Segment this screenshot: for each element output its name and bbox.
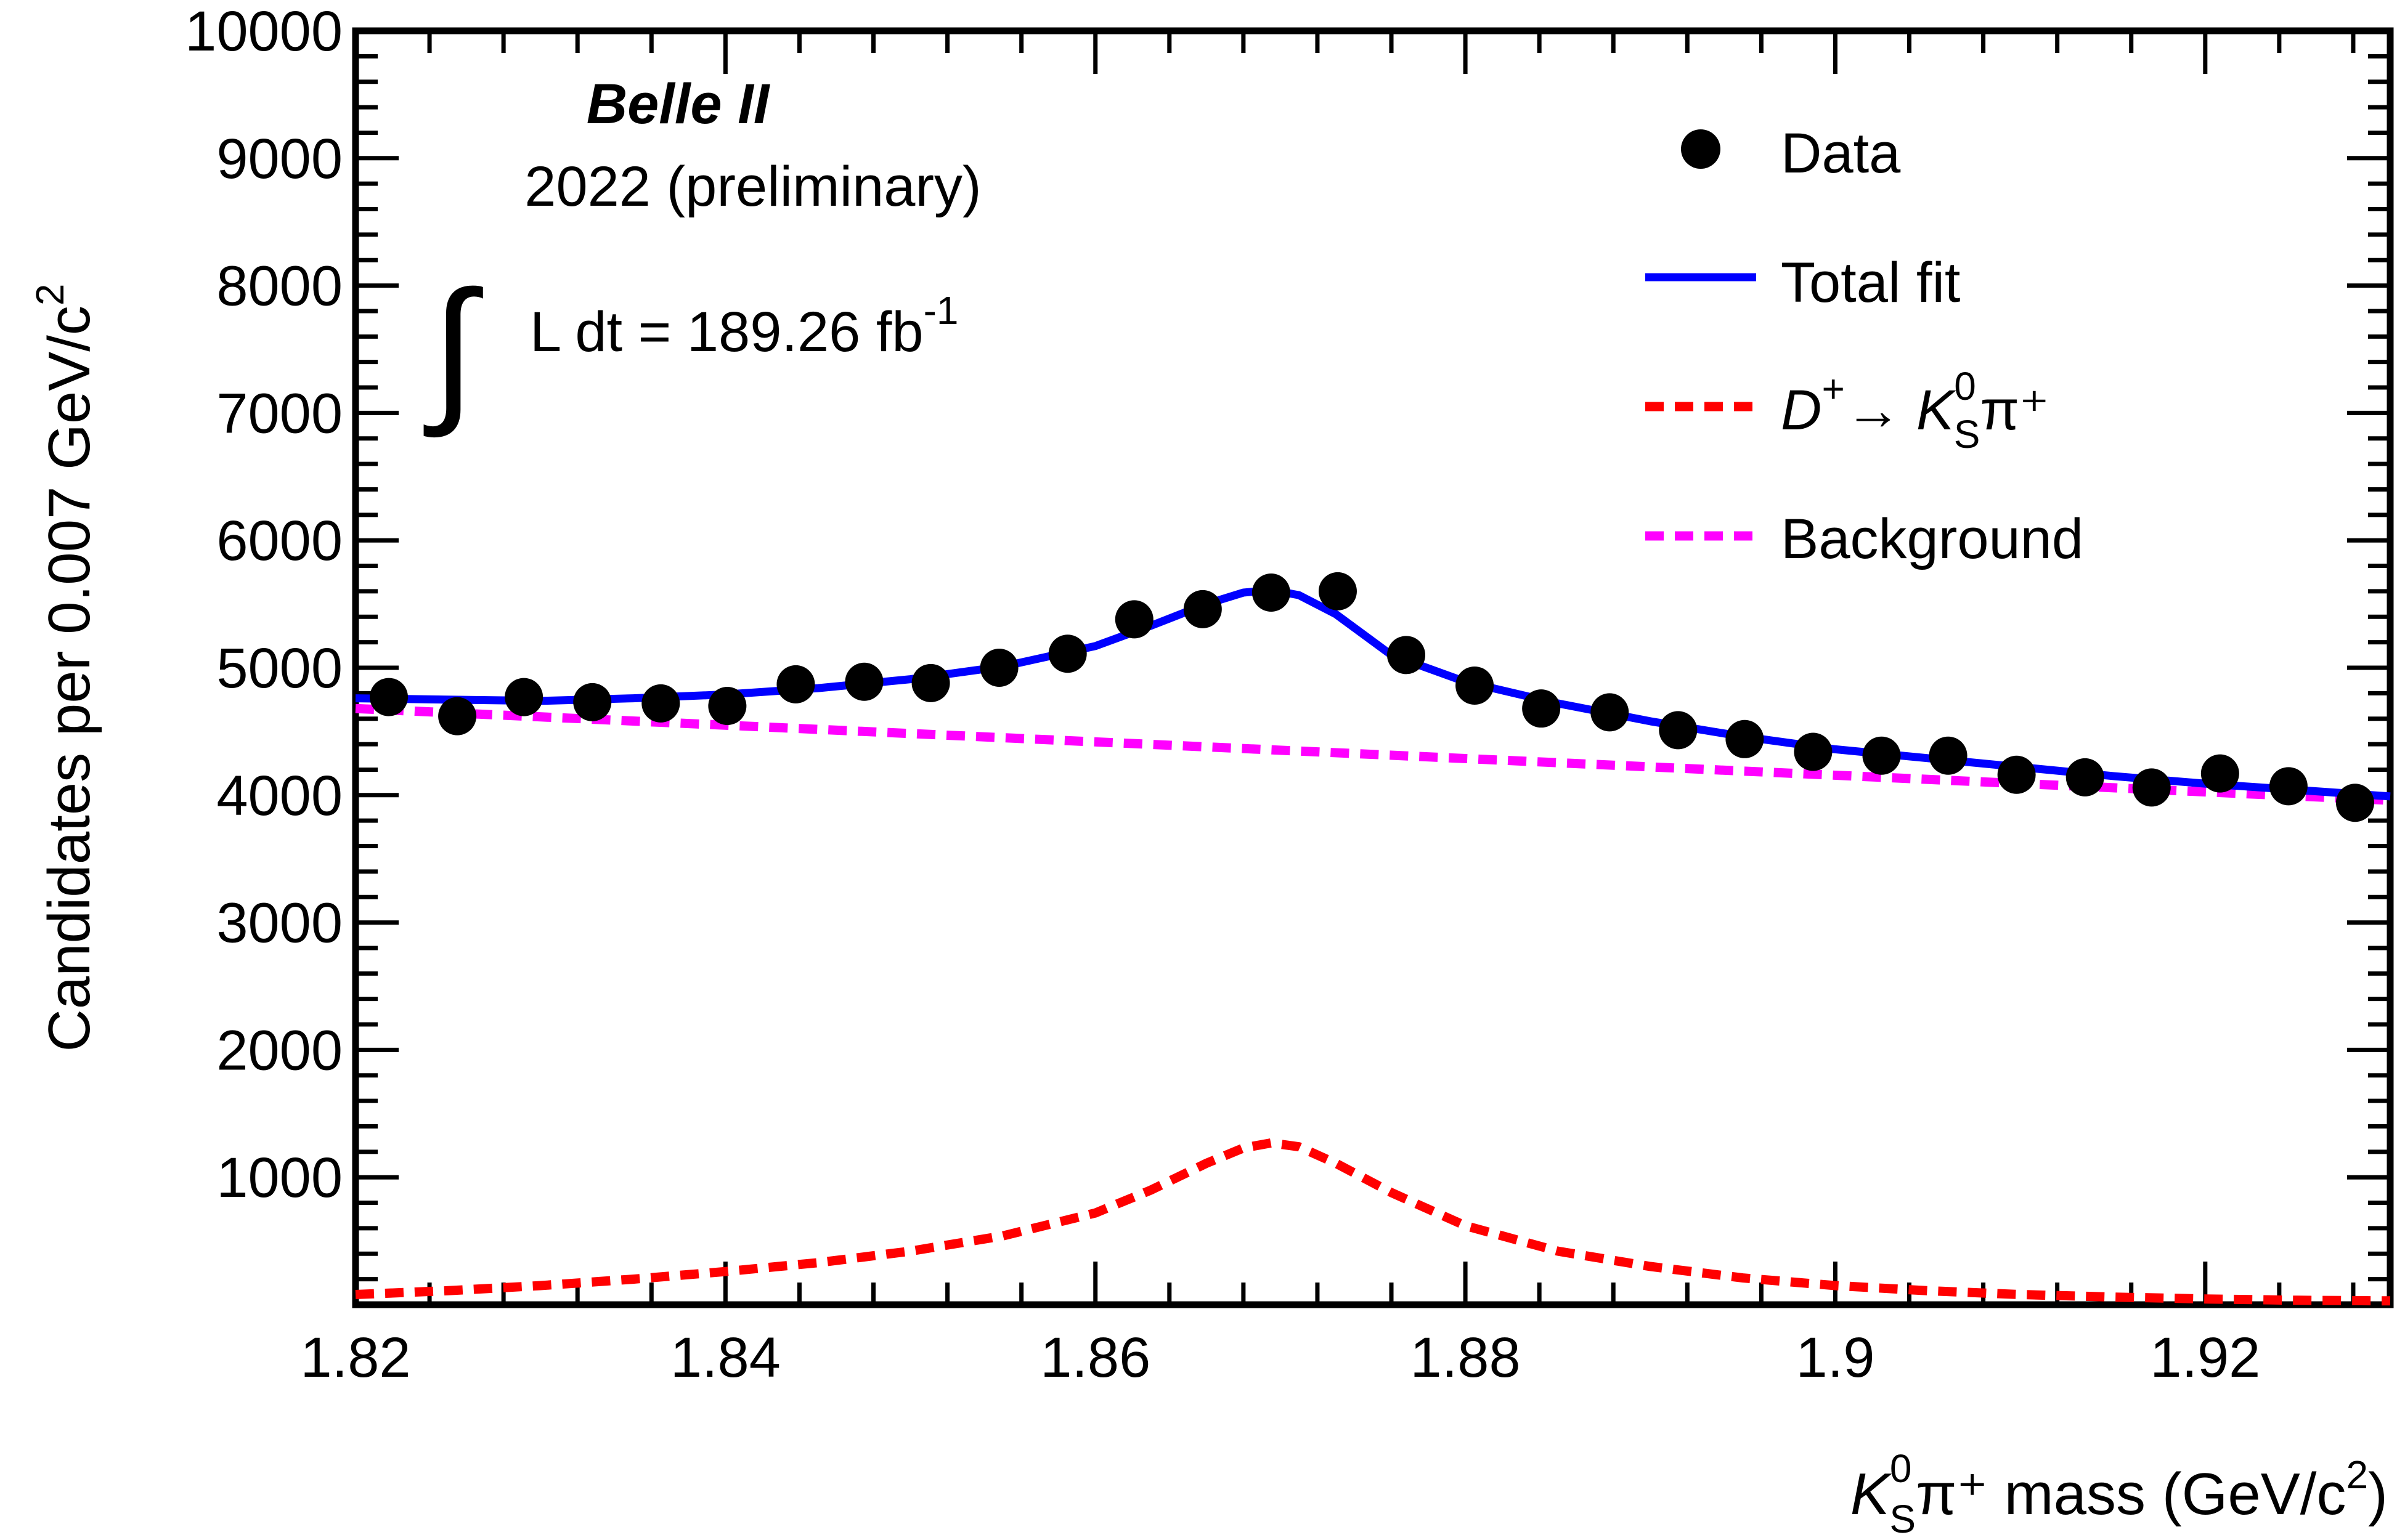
y-tick-label: 4000 [216, 764, 343, 827]
data-point [505, 678, 543, 716]
data-point [1725, 719, 1764, 758]
axis-tick-labels: 1.82 1.84 1.86 1.88 1.9 1.92 1000 2000 3000 4000 5… [185, 0, 2260, 1389]
experiment-label: Belle II [587, 73, 771, 136]
data-point [1659, 711, 1698, 750]
legend: Data Total fit D+→ K0 Sπ⁺ Background [1645, 122, 2083, 570]
lumi-label: L dt = 189.26 fb-1 [530, 288, 958, 363]
series-total-fit-line [355, 586, 2391, 801]
axis-ticks [353, 28, 2390, 1307]
data-point [980, 649, 1019, 687]
data-point [1115, 600, 1154, 639]
data-point [708, 687, 747, 726]
data-point [1590, 693, 1629, 732]
data-point [1387, 636, 1426, 675]
y-tick-label: 6000 [216, 509, 343, 572]
y-tick-label: 7000 [216, 382, 343, 445]
data-point [1997, 755, 2036, 794]
data-point [641, 684, 680, 723]
data-point [2132, 768, 2171, 807]
fit-curves [355, 586, 2391, 1306]
y-tick-label: 8000 [216, 255, 343, 318]
data-point [438, 697, 477, 736]
data-point [845, 662, 884, 701]
period-label: 2022 (preliminary) [524, 155, 981, 218]
legend-background-label: Background [1781, 508, 2083, 570]
data-point [1522, 689, 1561, 728]
data-point [2335, 784, 2374, 822]
legend-signal-label: D+→ K0 Sπ⁺ [1781, 364, 2049, 456]
y-tick-label: 5000 [216, 637, 343, 700]
x-tick-label: 1.82 [300, 1326, 410, 1389]
series-background-line [355, 703, 2391, 805]
series-data-points [370, 572, 2374, 822]
y-tick-label: 3000 [216, 892, 343, 955]
data-point [911, 663, 950, 702]
data-point [1048, 634, 1087, 673]
data-point [1251, 573, 1290, 612]
y-tick-label: 1000 [216, 1146, 343, 1209]
data-point [1318, 572, 1357, 610]
x-tick-label: 1.9 [1796, 1326, 1875, 1389]
data-point [573, 683, 612, 721]
y-axis-title: Candidates per 0.007 GeV/c2 [28, 283, 102, 1052]
x-tick-label: 1.88 [1410, 1326, 1521, 1389]
legend-data-label: Data [1781, 122, 1901, 185]
data-point [2200, 754, 2239, 793]
data-point [1794, 732, 1833, 771]
x-axis-title: K0 Sπ⁺ mass (GeV/c2) [1850, 1446, 2388, 1540]
y-tick-label: 10000 [185, 0, 343, 63]
y-tick-label: 9000 [216, 128, 343, 190]
x-tick-label: 1.84 [670, 1326, 781, 1389]
data-point [1862, 736, 1901, 775]
x-tick-label: 1.92 [2150, 1326, 2260, 1389]
data-point [2269, 767, 2308, 806]
legend-data-marker [1681, 129, 1720, 169]
legend-total-fit-label: Total fit [1781, 251, 1960, 314]
x-tick-label: 1.86 [1040, 1326, 1150, 1389]
lumi-integral-sign: ∫ [421, 259, 484, 439]
data-point [2065, 758, 2104, 796]
data-point [370, 678, 409, 716]
data-point [776, 665, 815, 703]
plot-frame [352, 27, 2394, 1308]
data-point [1455, 666, 1494, 705]
data-point [1183, 590, 1222, 628]
y-tick-label: 2000 [216, 1019, 343, 1082]
data-point [1929, 736, 1968, 775]
series-signal-line [355, 1138, 2391, 1306]
